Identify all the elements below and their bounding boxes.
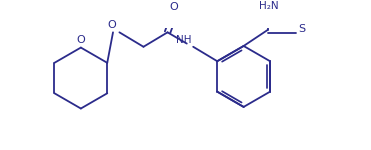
Text: NH: NH [176,35,191,45]
Text: O: O [76,35,85,45]
Text: H₂N: H₂N [259,1,278,11]
Text: O: O [170,2,178,12]
Text: O: O [108,20,116,30]
Text: S: S [298,24,305,34]
